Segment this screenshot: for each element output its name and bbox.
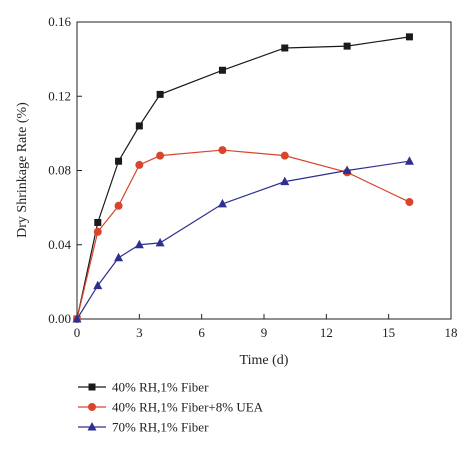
data-point — [93, 280, 103, 290]
x-tick-label: 18 — [445, 325, 458, 340]
legend-item: 40% RH,1% Fiber+8% UEA — [78, 400, 264, 415]
x-tick-label: 6 — [198, 325, 205, 340]
data-point — [135, 122, 143, 130]
y-axis-title: Dry Shrinkage Rate (%) — [15, 102, 30, 238]
data-point — [93, 227, 102, 236]
series-1 — [73, 33, 413, 323]
series-3 — [72, 156, 414, 323]
legend-label: 40% RH,1% Fiber — [112, 380, 209, 395]
data-point — [343, 42, 351, 50]
data-point — [342, 165, 352, 174]
series-line — [76, 149, 410, 320]
x-tick-label: 3 — [136, 325, 143, 340]
legend-marker — [87, 422, 97, 431]
data-point — [217, 198, 227, 208]
data-point — [156, 90, 164, 98]
legend-marker — [88, 383, 96, 391]
axis-ticks: 0 3 6 9 12 15 18 0.00 0.04 0.08 0.12 0.16 — [48, 14, 457, 340]
data-point — [94, 218, 102, 226]
data-point — [114, 252, 124, 262]
data-point — [155, 237, 165, 247]
x-tick-label: 9 — [261, 325, 268, 340]
series-layer — [72, 33, 414, 323]
y-tick-label: 0.12 — [48, 88, 71, 103]
data-point — [404, 156, 414, 165]
plot-frame — [76, 21, 452, 320]
data-point — [405, 33, 413, 41]
legend-item: 40% RH,1% Fiber — [78, 380, 209, 395]
data-point — [281, 44, 289, 52]
data-point — [156, 151, 165, 160]
data-point — [134, 239, 144, 249]
y-tick-label: 0.04 — [48, 237, 71, 252]
data-point — [114, 201, 123, 210]
y-tick-label: 0.08 — [48, 163, 71, 178]
x-tick-label: 0 — [74, 325, 81, 340]
data-point — [280, 176, 290, 186]
x-tick-label: 12 — [320, 325, 333, 340]
data-point — [218, 66, 226, 74]
x-tick-label: 15 — [382, 325, 395, 340]
data-point — [115, 157, 123, 165]
series-2 — [73, 146, 414, 323]
legend-label: 40% RH,1% Fiber+8% UEA — [112, 400, 264, 415]
legend-label: 70% RH,1% Fiber — [112, 420, 209, 435]
data-point — [218, 146, 227, 155]
data-point — [405, 198, 414, 207]
y-tick-label: 0.00 — [48, 311, 71, 326]
x-axis-title: Time (d) — [240, 353, 289, 368]
data-point — [280, 151, 289, 160]
legend-item: 70% RH,1% Fiber — [78, 420, 209, 435]
data-point — [135, 160, 144, 169]
legend-marker — [88, 403, 96, 411]
y-tick-label: 0.16 — [48, 14, 71, 29]
legend: 40% RH,1% Fiber 40% RH,1% Fiber+8% UEA 70%… — [78, 380, 264, 435]
data-point — [72, 314, 82, 323]
series-line — [76, 160, 410, 320]
